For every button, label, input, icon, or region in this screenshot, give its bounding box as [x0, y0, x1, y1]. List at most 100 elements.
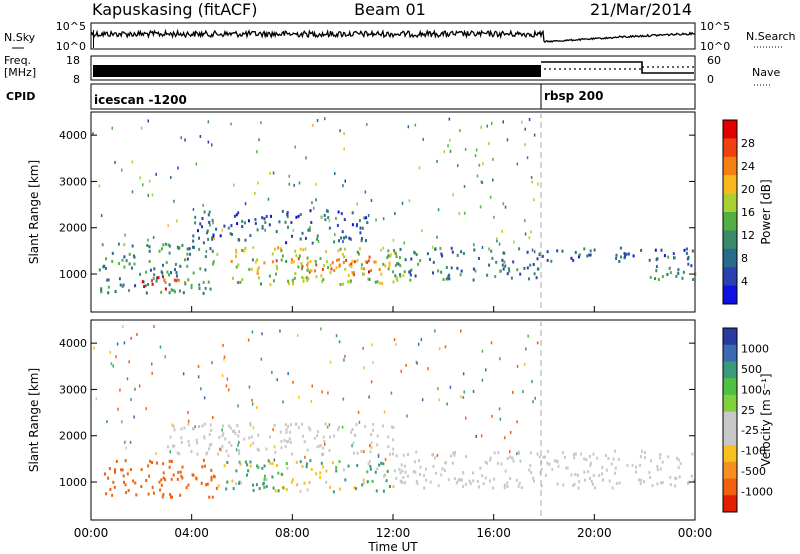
velocity-echo-cell — [145, 479, 148, 482]
velocity-echo-cell — [601, 472, 604, 476]
velocity-echo-cell — [605, 468, 608, 472]
velocity-echo-cell — [577, 486, 580, 490]
velocity-echo-cell — [177, 470, 180, 474]
velocity-echo-cell — [261, 466, 264, 470]
power-echo-cell — [251, 258, 254, 262]
velocity-echo-cell — [257, 433, 260, 437]
power-echo-cell — [524, 143, 526, 147]
power-echo-cell — [343, 255, 346, 259]
power-echo-cell — [462, 252, 465, 255]
velocity-echo-cell — [639, 463, 641, 467]
power-echo-cell — [173, 199, 175, 203]
velocity-echo-cell — [570, 473, 573, 477]
power-echo-cell — [192, 245, 194, 249]
velocity-ytick-label-0: 1000 — [59, 476, 87, 489]
velocity-echo-cell — [272, 428, 274, 432]
power-echo-cell — [359, 231, 362, 235]
power-echo-cell — [437, 269, 440, 273]
power-echo-cell — [244, 246, 247, 250]
velocity-echo-cell — [510, 430, 512, 434]
power-echo-cell — [480, 125, 482, 129]
velocity-echo-cell — [151, 485, 154, 489]
velocity-echo-cell — [435, 471, 438, 475]
velocity-echo-cell — [412, 470, 415, 473]
velocity-echo-cell — [136, 333, 138, 336]
velocity-echo-cell — [321, 452, 323, 456]
velocity-echo-cell — [369, 450, 372, 454]
power-echo-cell — [198, 236, 200, 240]
velocity-echo-cell — [551, 467, 554, 471]
velocity-echo-cell — [447, 478, 450, 482]
velocity-echo-cell — [548, 463, 551, 466]
power-echo-cell — [394, 212, 396, 216]
power-echo-cell — [378, 268, 381, 271]
power-echo-cell — [158, 249, 161, 253]
power-echo-cell — [329, 271, 332, 275]
velocity-echo-cell — [661, 481, 664, 485]
velocity-echo-cell — [169, 435, 172, 439]
velocity-echo-cell — [322, 453, 325, 456]
power-echo-cell — [478, 257, 480, 260]
power-echo-cell — [408, 270, 411, 274]
velocity-echo-cell — [287, 424, 290, 428]
velocity-echo-cell — [431, 453, 434, 456]
velocity-echo-cell — [239, 462, 242, 466]
velocity-echo-cell — [130, 336, 132, 340]
velocity-colorbar-segment-2 — [723, 361, 737, 379]
velocity-echo-cell — [135, 493, 138, 497]
velocity-echo-cell — [337, 425, 340, 429]
velocity-echo-cell — [338, 487, 341, 491]
velocity-echo-cell — [200, 481, 203, 485]
power-echo-cell — [205, 250, 208, 253]
velocity-echo-cell — [332, 490, 335, 494]
velocity-echo-cell — [187, 411, 189, 414]
power-echo-cell — [513, 240, 515, 244]
power-echo-cell — [182, 291, 185, 295]
power-echo-cell — [181, 243, 184, 247]
velocity-colorbar-segment-0 — [723, 328, 737, 346]
velocity-echo-cell — [516, 452, 518, 456]
velocity-echo-cell — [472, 389, 475, 393]
velocity-echo-cell — [273, 424, 276, 427]
velocity-echo-cell — [159, 345, 162, 349]
velocity-echo-cell — [415, 450, 418, 454]
nave-tick-top: 60 — [707, 54, 721, 67]
velocity-echo-cell — [243, 437, 246, 441]
velocity-echo-cell — [444, 461, 447, 465]
power-echo-cell — [269, 283, 272, 287]
power-echo-cell — [447, 275, 450, 279]
power-echo-cell — [476, 174, 479, 178]
power-echo-cell — [687, 255, 690, 259]
velocity-echo-cell — [238, 430, 241, 434]
velocity-echo-cell — [151, 371, 153, 375]
velocity-echo-cell — [280, 472, 283, 476]
power-echo-cell — [237, 281, 240, 285]
velocity-echo-cell — [503, 486, 506, 490]
velocity-echo-cell — [215, 486, 218, 490]
velocity-echo-cell — [303, 481, 306, 485]
power-echo-cell — [373, 260, 376, 264]
velocity-echo-cell — [187, 422, 190, 426]
velocity-echo-cell — [369, 467, 372, 471]
velocity-echo-cell — [677, 458, 680, 462]
power-echo-cell — [235, 213, 238, 217]
velocity-echo-cell — [321, 390, 323, 394]
velocity-echo-cell — [592, 452, 595, 456]
power-echo-cell — [280, 258, 283, 262]
velocity-echo-cell — [496, 461, 499, 465]
power-echo-cell — [437, 208, 440, 212]
date-title: 21/Mar/2014 — [590, 0, 692, 19]
power-echo-cell — [123, 243, 126, 247]
power-echo-cell — [204, 255, 207, 259]
power-echo-cell — [486, 273, 489, 277]
velocity-echo-cell — [117, 407, 119, 411]
power-echo-cell — [356, 250, 359, 254]
velocity-echo-cell — [677, 466, 680, 469]
x-tick-label-4: 16:00 — [476, 526, 511, 540]
power-echo-cell — [335, 216, 337, 220]
power-echo-cell — [661, 275, 664, 279]
power-echo-cell — [530, 176, 533, 179]
velocity-echo-cell — [203, 464, 206, 468]
velocity-echo-cell — [374, 470, 377, 474]
power-echo-cell — [207, 237, 210, 241]
